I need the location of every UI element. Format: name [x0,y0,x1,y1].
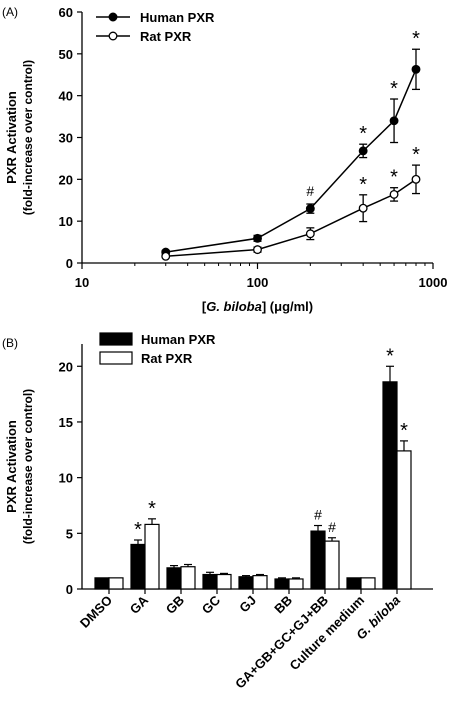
panel-b-y-tick-label: 20 [59,359,73,374]
panel-b-bar [274,578,290,590]
panel-b-legend-label: Human PXR [141,332,216,347]
panel-a-legend-marker [108,12,118,22]
panel-b-bar [310,530,326,590]
panel-b-significance-mark: * [134,519,142,541]
panel-a-y-tick-label: 40 [59,89,73,104]
panel-a-y-label: PXR Activation [4,91,19,184]
panel-a-significance-mark: # [306,183,314,199]
panel-a-x-tick-label: 10 [75,275,89,290]
panel-a-data-point [305,204,315,214]
panel-a-label: (A) [2,5,18,19]
panel-b-y-label-sub: (fold-increase over control) [21,389,35,544]
panel-a-y-label-sub: (fold-increase over control) [21,60,35,215]
panel-a-legend-label: Human PXR [140,10,215,25]
panel-b-x-tick-label: GB [163,593,187,617]
panel-b-label: (B) [2,336,18,350]
panel-a-data-point [411,174,421,184]
panel-a-legend-label: Rat PXR [140,29,192,44]
panel-b-significance-mark: # [314,507,322,523]
panel-a-data-point [358,203,368,213]
panel-b-y-label: PXR Activation [4,420,19,513]
panel-a-data-point [305,229,315,239]
panel-a-x-tick-label: 1000 [419,275,448,290]
panel-b-bar [216,573,232,590]
panel-b-bar [360,577,376,590]
panel-a-y-tick-label: 60 [59,5,73,20]
panel-b-y-tick-label: 10 [59,471,73,486]
panel-a-significance-mark: * [390,78,398,100]
panel-a-significance-mark: * [390,167,398,189]
panel-b-bar [346,577,362,590]
panel-b-bar [396,450,412,590]
panel-a-significance-mark: * [412,144,420,166]
panel-a-y-tick-label: 20 [59,172,73,187]
panel-b-bar [108,577,124,590]
panel-a-data-point [253,245,262,255]
panel-a-series-line [165,178,417,258]
panel-b-bar [130,543,146,590]
panel-b-bar [252,575,268,590]
panel-b-significance-mark: * [400,420,408,442]
panel-a-data-point [358,146,368,156]
panel-a-significance-mark: * [412,28,420,50]
panel-a-data-point [389,189,399,199]
panel-a-significance-mark: * [359,123,367,145]
panel-b-bar [180,566,196,590]
panel-a-data-point [411,64,421,74]
panel-b-y-tick-label: 15 [59,415,73,430]
panel-b-y-tick-label: 0 [66,582,73,597]
panel-a-x-label-part: G. biloba [206,299,262,314]
panel-b-bar [202,573,218,590]
panel-b-x-tick-label: GC [199,592,224,617]
panel-a-y-tick-label: 0 [66,256,73,271]
panel-b-bar [238,576,254,590]
panel-a-y-tick-label: 30 [59,131,73,146]
panel-a-data-point [161,251,171,261]
panel-b-legend-swatch [99,332,133,346]
panel-a-series-line [165,69,417,253]
panel-b-significance-mark: * [148,498,156,520]
panel-a-x-label: [G. biloba] (μg/ml) [202,299,313,314]
panel-b-bar [288,578,304,590]
panel-b-bar [144,523,160,590]
panel-b-x-tick-label: GJ [236,593,259,616]
panel-b-x-tick-label: GA [127,592,152,617]
panel-b-significance-mark: # [328,519,336,535]
panel-a-data-point [389,116,399,126]
panel-b-y-tick-label: 5 [66,526,73,541]
panel-b-x-tick-label: DMSO [77,593,115,631]
panel-a-y-tick-label: 10 [59,214,73,229]
panel-a-x-tick-label: 100 [247,275,269,290]
panel-b-significance-mark: * [386,345,394,367]
panel-a-significance-mark: * [359,174,367,196]
panel-b-legend-swatch [99,351,133,365]
panel-b-bar [94,577,110,590]
panel-a-x-label-part: [ [202,299,207,314]
panel-a-y-tick-label: 50 [59,47,73,62]
panel-b-bar [324,540,340,590]
panel-a-x-label-part: ] (μg/ml) [262,299,313,314]
panel-b-bar [382,381,398,590]
panel-a-data-point [253,233,262,243]
panel-b-legend-label: Rat PXR [141,351,193,366]
panel-b-bar [166,567,182,590]
panel-a-legend-marker [108,31,118,41]
panel-b-x-tick-label: BB [271,593,295,617]
